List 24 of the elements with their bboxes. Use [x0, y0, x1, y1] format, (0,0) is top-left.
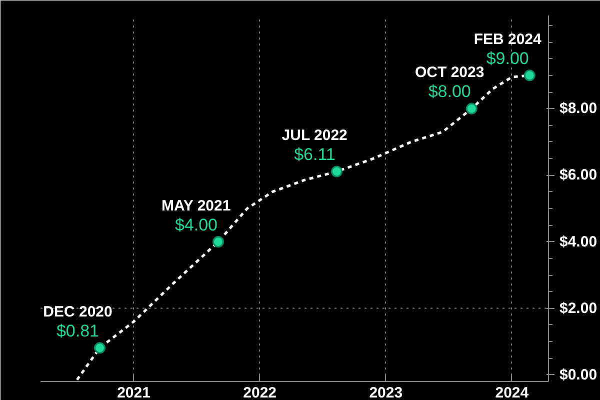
y-tick-label: $0.00	[560, 366, 598, 384]
y-tick-label: $8.00	[560, 100, 598, 118]
data-label: $0.81	[56, 321, 100, 340]
data-label: $8.00	[428, 82, 471, 102]
data-label: $9.00	[486, 48, 529, 68]
x-tick-label: 2021	[117, 384, 150, 400]
point	[466, 102, 478, 114]
data-label: $4.00	[174, 215, 218, 234]
y-tick-label: $2.00	[560, 300, 598, 317]
annotation: JUL 2022	[282, 127, 348, 144]
x-tick-label: 2022	[243, 384, 277, 400]
point	[524, 70, 536, 82]
x-tick-label: 2023	[369, 384, 403, 400]
x-tick-label: 2024	[495, 384, 530, 400]
annotation: OCT 2023	[415, 64, 484, 82]
point	[212, 236, 224, 248]
data-label: $6.11	[294, 145, 336, 164]
y-tick-label: $6.00	[560, 166, 598, 184]
point	[330, 166, 342, 178]
point	[94, 342, 106, 354]
annotation: FEB 2024	[474, 30, 542, 48]
annotation: DEC 2020	[43, 303, 112, 320]
annotation: MAY 2021	[161, 197, 231, 214]
y-tick-label: $4.00	[560, 233, 598, 250]
